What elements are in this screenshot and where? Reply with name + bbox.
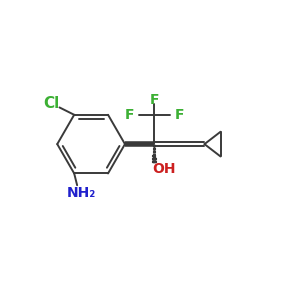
- Text: F: F: [175, 108, 184, 122]
- Polygon shape: [153, 158, 156, 159]
- Polygon shape: [154, 151, 155, 153]
- Text: OH: OH: [152, 161, 175, 176]
- Polygon shape: [153, 161, 156, 163]
- Polygon shape: [154, 147, 155, 149]
- Text: NH₂: NH₂: [67, 187, 96, 200]
- Text: Cl: Cl: [43, 96, 59, 111]
- Text: F: F: [124, 108, 134, 122]
- Text: F: F: [150, 93, 159, 107]
- Polygon shape: [154, 154, 155, 156]
